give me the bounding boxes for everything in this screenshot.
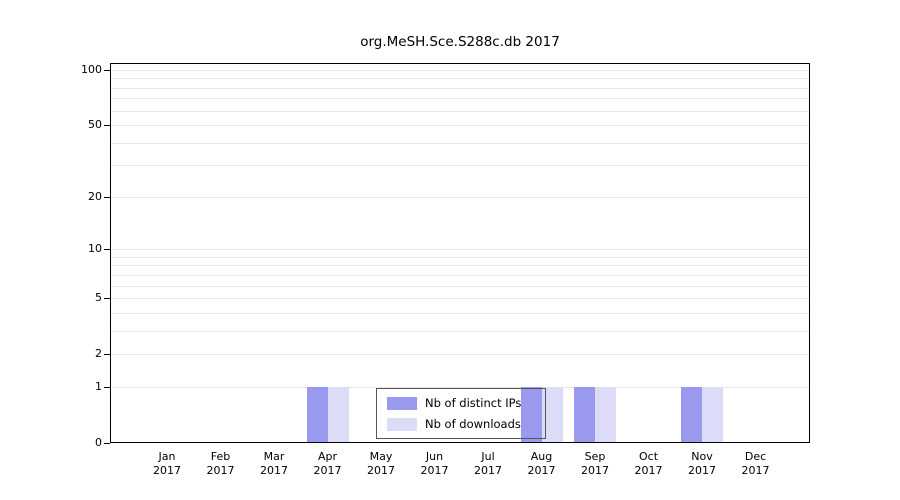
- legend-label-downloads: Nb of downloads: [425, 417, 521, 431]
- x-tick-label-sep: Sep 2017: [581, 450, 609, 478]
- legend-item-distinct-ips: Nb of distinct IPs: [387, 396, 535, 410]
- y-tick-label: 5: [95, 291, 102, 305]
- plot-area: [110, 63, 810, 443]
- y-tick-mark: [104, 354, 110, 356]
- legend-swatch-distinct-ips: [387, 396, 417, 410]
- y-tick-label: 0: [95, 436, 102, 449]
- y-tick-mark: [104, 386, 110, 388]
- y-tick-label: 2: [95, 347, 102, 361]
- legend-swatch-downloads: [387, 417, 417, 431]
- gridline: [111, 98, 809, 100]
- x-tick-label-jul: Jul 2017: [474, 450, 502, 478]
- gridline: [111, 386, 809, 388]
- legend: Nb of distinct IPs Nb of downloads: [376, 388, 546, 439]
- gridline: [111, 142, 809, 144]
- y-tick-label: 50: [88, 118, 102, 132]
- x-tick-label-apr: Apr 2017: [313, 450, 342, 478]
- bar-downloads-sep: [595, 386, 616, 442]
- x-tick-label-feb: Feb 2017: [206, 450, 235, 478]
- y-tick-label: 20: [88, 189, 102, 203]
- x-tick-label-nov: Nov 2017: [688, 450, 716, 478]
- gridline: [111, 125, 809, 127]
- gridline: [111, 70, 809, 71]
- gridline: [111, 330, 809, 332]
- bar-distinct-ips-nov: [681, 386, 702, 442]
- y-tick-label: 100: [81, 63, 102, 76]
- bar-distinct-ips-apr: [306, 386, 328, 442]
- gridline: [111, 78, 809, 80]
- x-tick-label-jun: Jun 2017: [420, 450, 449, 478]
- legend-item-downloads: Nb of downloads: [387, 417, 535, 431]
- y-tick-mark: [104, 249, 110, 251]
- bar-downloads-apr: [327, 386, 349, 442]
- gridline: [111, 354, 809, 356]
- gridline: [111, 265, 809, 267]
- x-tick-label-oct: Oct 2017: [634, 450, 663, 478]
- gridline: [111, 196, 809, 198]
- gridline: [111, 165, 809, 167]
- y-tick-mark: [104, 196, 110, 198]
- bar-downloads-aug: [541, 386, 563, 442]
- x-tick-label-dec: Dec 2017: [741, 450, 770, 478]
- x-tick-label-aug: Aug 2017: [527, 450, 556, 478]
- y-tick-label: 1: [95, 379, 102, 393]
- x-tick-label-mar: Mar 2017: [260, 450, 288, 478]
- y-tick-label: 10: [88, 242, 102, 256]
- gridline: [111, 298, 809, 300]
- y-tick-mark: [104, 70, 110, 71]
- x-tick-label-jan: Jan 2017: [153, 450, 181, 478]
- gridline: [111, 110, 809, 112]
- bar-downloads-nov: [702, 386, 723, 442]
- bar-distinct-ips-sep: [574, 386, 595, 442]
- gridline: [111, 256, 809, 258]
- gridline: [111, 87, 809, 89]
- chart-title: org.MeSH.Sce.S288c.db 2017: [360, 34, 560, 50]
- y-tick-mark: [104, 125, 110, 127]
- gridline: [111, 249, 809, 251]
- x-tick-label-may: May 2017: [367, 450, 395, 478]
- gridline: [111, 274, 809, 276]
- gridline: [111, 285, 809, 287]
- y-tick-mark: [104, 298, 110, 300]
- y-tick-mark: [104, 443, 110, 444]
- gridline: [111, 312, 809, 314]
- legend-label-distinct-ips: Nb of distinct IPs: [425, 396, 522, 410]
- bar-distinct-ips-aug: [520, 386, 542, 442]
